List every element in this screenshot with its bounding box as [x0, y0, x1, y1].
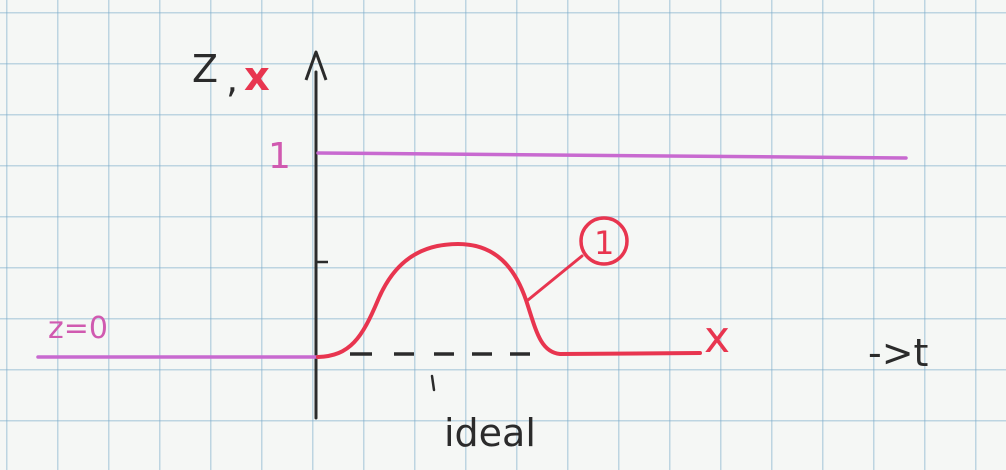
response-curve [316, 242, 702, 359]
marker-number: 1 [594, 224, 614, 262]
ideal-label: ideal [444, 411, 536, 455]
y-axis-label-x: x [244, 54, 270, 100]
y-axis-label-z: Z [192, 47, 218, 91]
y-axis-arrow [304, 50, 328, 81]
marker-leader-line [526, 254, 584, 302]
y-axis [304, 50, 328, 420]
ideal-pointer-tick [430, 374, 436, 392]
marker-circle [579, 216, 629, 266]
zero-level-label: z=0 [48, 311, 108, 346]
response-curve-label: x [704, 312, 730, 363]
reference-level-label: 1 [268, 136, 291, 177]
reference-level-line [316, 151, 908, 160]
y-axis-label-separator: , [226, 57, 238, 101]
x-axis-label: ->t [868, 331, 928, 375]
